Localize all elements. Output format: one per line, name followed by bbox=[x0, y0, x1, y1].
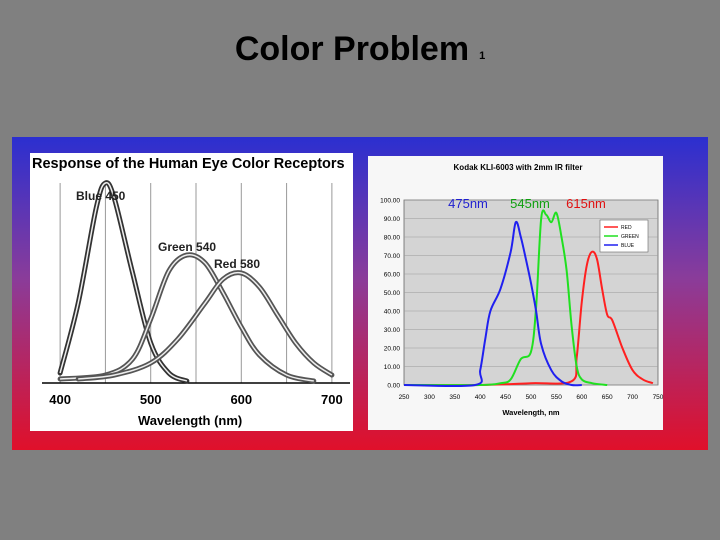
y-tick-label: 80.00 bbox=[384, 235, 401, 242]
x-tick-label: 700 bbox=[321, 392, 343, 407]
series-line-0 bbox=[403, 250, 654, 387]
y-tick-label: 50.00 bbox=[384, 290, 401, 297]
x-axis-label: Wavelength, nm bbox=[502, 408, 560, 417]
peak-annotation-0: 475nm bbox=[448, 196, 488, 211]
x-axis-label: Wavelength (nm) bbox=[138, 413, 242, 428]
slide-title-text: Color Problem bbox=[234, 30, 470, 68]
series-line-1 bbox=[403, 209, 608, 387]
y-tick-label: 100.00 bbox=[380, 198, 400, 205]
human-eye-chart: Response of the Human Eye Color Receptor… bbox=[32, 156, 350, 428]
x-tick-label: 500 bbox=[140, 392, 162, 407]
series-label-1: Green 540 bbox=[158, 240, 216, 254]
x-tick-label: 350 bbox=[449, 394, 460, 401]
peak-annotation-2: 615nm bbox=[566, 196, 606, 211]
series-label-2: Red 580 bbox=[214, 257, 260, 271]
x-tick-label: 650 bbox=[602, 394, 613, 401]
series-line-highlight-0 bbox=[59, 181, 188, 382]
y-tick-label: 0.00 bbox=[387, 383, 400, 390]
x-tick-label: 500 bbox=[526, 394, 537, 401]
series-line-highlight-2 bbox=[78, 271, 333, 380]
kodak-chart: Kodak KLI-6003 with 2mm IR filter 0.00 10.… bbox=[380, 163, 664, 417]
slide-title: Color Problem 1 bbox=[0, 30, 720, 69]
kodak-chart-panel: Kodak KLI-6003 with 2mm IR filter 0.00 10.… bbox=[368, 156, 664, 430]
y-tick-label: 70.00 bbox=[384, 253, 401, 260]
series-line-highlight-1 bbox=[60, 253, 314, 382]
y-tick-label: 30.00 bbox=[384, 327, 401, 334]
series-label-0: Blue 450 bbox=[76, 189, 126, 203]
x-tick-label: 450 bbox=[500, 394, 511, 401]
human-eye-chart-panel: Response of the Human Eye Color Receptor… bbox=[30, 153, 353, 431]
legend-entry-1: GREEN bbox=[621, 234, 639, 240]
legend-entry-0: RED bbox=[621, 225, 632, 231]
series-line-1 bbox=[57, 252, 317, 384]
x-tick-label: 600 bbox=[230, 392, 252, 407]
slide-number: 1 bbox=[479, 49, 486, 62]
y-tick-label: 90.00 bbox=[384, 216, 401, 223]
y-tick-label: 20.00 bbox=[384, 346, 401, 353]
x-tick-label: 700 bbox=[627, 394, 638, 401]
x-tick-label: 300 bbox=[424, 394, 435, 401]
x-tick-label: 400 bbox=[49, 392, 71, 407]
series-line-2 bbox=[403, 220, 582, 388]
y-tick-label: 10.00 bbox=[384, 364, 401, 371]
chart-title: Kodak KLI-6003 with 2mm IR filter bbox=[454, 163, 583, 172]
y-tick-label: 40.00 bbox=[384, 309, 401, 316]
legend: RED GREEN BLUE bbox=[599, 219, 649, 253]
x-tick-label: 600 bbox=[576, 394, 587, 401]
chart-title: Response of the Human Eye Color Receptor… bbox=[32, 156, 345, 172]
legend-entry-2: BLUE bbox=[621, 243, 635, 249]
series-line-2 bbox=[75, 270, 335, 382]
x-tick-label: 750 bbox=[653, 394, 664, 401]
y-tick-label: 60.00 bbox=[384, 272, 401, 279]
x-tick-label: 250 bbox=[399, 394, 410, 401]
x-tick-label: 550 bbox=[551, 394, 562, 401]
x-tick-label: 400 bbox=[475, 394, 486, 401]
gradient-frame: Response of the Human Eye Color Receptor… bbox=[12, 137, 708, 450]
peak-annotation-1: 545nm bbox=[510, 196, 550, 211]
